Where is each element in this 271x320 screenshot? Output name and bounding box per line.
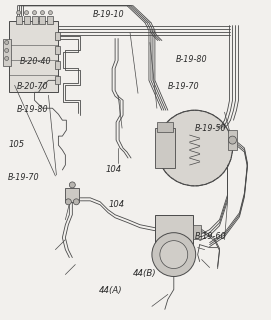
Bar: [155, 215, 193, 244]
Text: B-20-70: B-20-70: [17, 82, 49, 91]
Text: 104: 104: [109, 200, 125, 209]
Bar: [55, 76, 60, 84]
Text: B-19-60: B-19-60: [195, 232, 227, 241]
Circle shape: [69, 182, 75, 188]
Bar: [3, 38, 11, 67]
Bar: [157, 122, 173, 132]
Circle shape: [152, 233, 196, 276]
Bar: [40, 16, 46, 24]
Bar: [31, 16, 37, 24]
Text: B-19-50: B-19-50: [195, 124, 227, 132]
Circle shape: [73, 199, 79, 205]
Bar: [193, 225, 201, 239]
Circle shape: [228, 136, 237, 144]
Circle shape: [17, 11, 21, 15]
Bar: [47, 16, 53, 24]
Text: 44(A): 44(A): [99, 286, 123, 295]
Text: B-20-40: B-20-40: [20, 57, 51, 66]
Circle shape: [5, 41, 9, 44]
Bar: [65, 188, 79, 202]
Circle shape: [49, 11, 52, 15]
Bar: [24, 16, 30, 24]
Circle shape: [25, 11, 28, 15]
Circle shape: [157, 110, 233, 186]
Bar: [55, 46, 60, 54]
Text: B-19-70: B-19-70: [7, 173, 39, 182]
Bar: [9, 20, 58, 92]
Bar: [16, 16, 22, 24]
Bar: [55, 61, 60, 69]
Bar: [155, 128, 175, 168]
Text: B-19-10: B-19-10: [92, 10, 124, 19]
Text: B-19-70: B-19-70: [168, 82, 199, 91]
Text: 44(B): 44(B): [133, 268, 156, 278]
Circle shape: [5, 49, 9, 52]
Bar: [55, 32, 60, 40]
Text: 104: 104: [106, 165, 122, 174]
Text: B-19-80: B-19-80: [176, 55, 208, 64]
Bar: [228, 130, 237, 150]
Text: 105: 105: [9, 140, 25, 148]
Text: B-19-80: B-19-80: [17, 105, 49, 114]
Circle shape: [33, 11, 37, 15]
Circle shape: [5, 56, 9, 60]
Circle shape: [65, 199, 71, 205]
Circle shape: [40, 11, 44, 15]
Circle shape: [160, 241, 188, 268]
